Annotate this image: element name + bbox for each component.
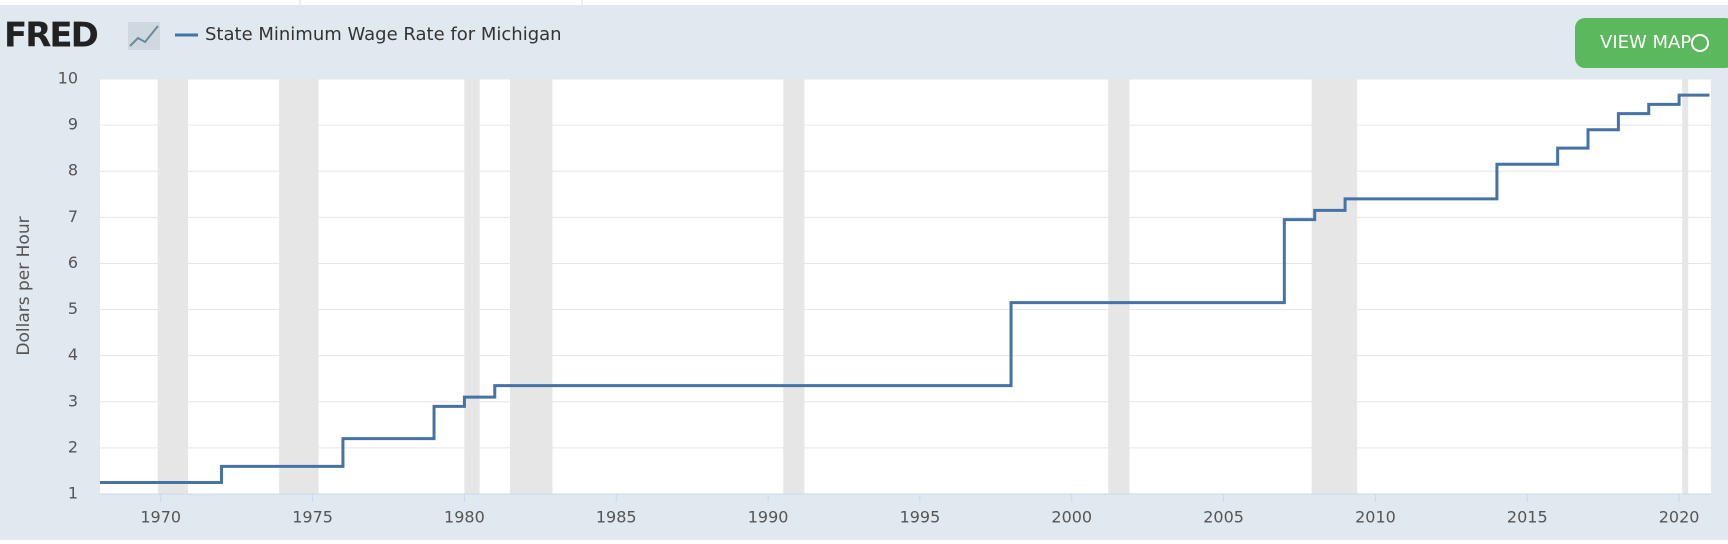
series-line xyxy=(100,93,1710,484)
x-tick-label: 2020 xyxy=(1659,508,1700,527)
x-tick-label: 1990 xyxy=(748,508,789,527)
y-tick-label: 9 xyxy=(68,115,78,134)
view-map-button[interactable] xyxy=(1575,18,1728,68)
recession-band xyxy=(157,79,189,494)
view-map-label[interactable]: VIEW MAP xyxy=(1600,32,1691,53)
plot-area xyxy=(100,79,1711,494)
x-tick-label: 1995 xyxy=(900,508,941,527)
x-tick-label: 1980 xyxy=(444,508,485,527)
y-tick-label: 7 xyxy=(68,207,78,226)
logo-icon xyxy=(129,25,159,47)
legend-label: State Minimum Wage Rate for Michigan xyxy=(205,24,562,45)
y-tick-label: 6 xyxy=(68,253,78,272)
recession-band xyxy=(783,79,805,494)
y-tick-label: 2 xyxy=(68,437,78,456)
globe-icon xyxy=(1691,34,1709,52)
recession-band xyxy=(1108,79,1130,494)
x-tick-label: 2015 xyxy=(1507,508,1548,527)
x-tick-label: 2005 xyxy=(1203,508,1244,527)
x-tick-label: 1975 xyxy=(292,508,333,527)
y-axis-label: Dollars per Hour xyxy=(14,216,34,355)
recession-band xyxy=(279,79,319,494)
y-tick-label: 1 xyxy=(68,484,78,503)
recession-band xyxy=(509,79,553,494)
y-tick-label: 10 xyxy=(58,69,78,88)
x-tick-label: 2000 xyxy=(1051,508,1092,527)
y-tick-label: 5 xyxy=(68,299,78,318)
recession-band xyxy=(464,79,480,494)
logo: FRED xyxy=(4,16,98,56)
x-tick-label: 2010 xyxy=(1355,508,1396,527)
y-tick-label: 8 xyxy=(68,161,78,180)
y-tick-label: 4 xyxy=(68,345,78,364)
logo-icon xyxy=(128,22,160,50)
x-tick-label: 1970 xyxy=(140,508,181,527)
recession-band xyxy=(1682,79,1689,494)
x-tick-label: 1985 xyxy=(596,508,637,527)
recession-band xyxy=(1311,79,1358,494)
y-tick-label: 3 xyxy=(68,391,78,410)
